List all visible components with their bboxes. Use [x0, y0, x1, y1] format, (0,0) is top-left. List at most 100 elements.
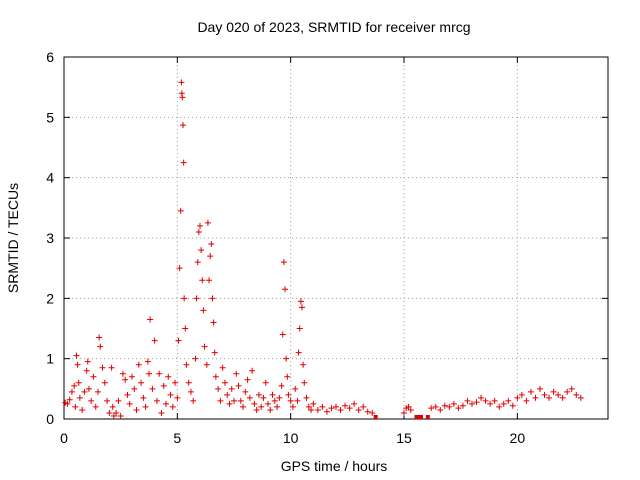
data-point: [181, 295, 188, 302]
data-point: [199, 277, 206, 284]
data-point: [541, 391, 548, 398]
data-point: [183, 361, 190, 368]
data-point: [178, 79, 185, 86]
data-point: [351, 400, 358, 407]
data-point: [233, 370, 240, 377]
data-point: [140, 394, 147, 401]
data-point: [167, 391, 174, 398]
data-point: [169, 403, 176, 410]
data-point: [509, 402, 516, 409]
y-tick-label: 6: [46, 49, 54, 65]
data-point: [235, 382, 242, 389]
x-tick-label: 20: [510, 430, 526, 446]
data-point: [200, 307, 207, 314]
data-point: [279, 331, 286, 338]
data-point: [147, 316, 154, 323]
y-tick-label: 4: [46, 170, 54, 186]
data-point: [407, 406, 414, 413]
data-point: [271, 397, 278, 404]
data-point: [119, 370, 126, 377]
data-point: [455, 405, 462, 412]
data-point: [280, 259, 287, 266]
data-point: [151, 337, 158, 344]
data-point: [182, 325, 189, 332]
x-tick-label: 0: [60, 430, 68, 446]
data-point-square: [373, 415, 378, 419]
data-point-square: [425, 415, 430, 419]
data-point: [296, 325, 303, 332]
data-point: [292, 385, 299, 392]
data-point: [267, 406, 274, 413]
data-point: [204, 219, 211, 226]
data-point: [206, 277, 213, 284]
data-point: [76, 394, 83, 401]
data-point: [219, 364, 226, 371]
data-point: [405, 403, 412, 410]
data-point: [198, 247, 205, 254]
data-points: [62, 79, 584, 419]
data-point: [195, 228, 202, 235]
data-point: [469, 400, 475, 407]
x-tick-label: 15: [396, 430, 412, 446]
data-point: [255, 391, 262, 398]
data-point: [209, 295, 216, 302]
data-point: [106, 409, 113, 416]
data-point: [158, 409, 165, 416]
data-point: [464, 397, 471, 404]
data-point: [79, 406, 86, 413]
data-point: [478, 394, 485, 401]
data-point: [253, 406, 260, 413]
data-point: [231, 397, 237, 404]
data-point: [176, 265, 183, 272]
data-point: [192, 355, 199, 362]
data-point: [97, 343, 104, 350]
data-point: [117, 412, 124, 419]
data-point: [207, 253, 214, 260]
data-point: [251, 400, 258, 407]
data-point: [314, 406, 321, 413]
data-point: [90, 373, 97, 380]
data-point: [221, 379, 228, 386]
x-tick-label: 10: [283, 430, 299, 446]
axis-ticks: 0 5 10 15 20 0 1 2 3 4 5 6: [46, 49, 608, 446]
data-point: [142, 403, 149, 410]
data-point: [211, 349, 218, 356]
data-point: [215, 385, 222, 392]
data-point: [72, 403, 79, 410]
data-point: [319, 403, 326, 410]
data-point: [555, 391, 562, 398]
data-point: [274, 403, 281, 410]
data-point: [179, 94, 186, 101]
data-point: [85, 385, 92, 392]
data-point: [99, 364, 106, 371]
data-point: [74, 361, 81, 368]
data-point: [282, 286, 288, 293]
data-point: [441, 402, 448, 409]
data-point: [138, 379, 145, 386]
data-point: [258, 403, 265, 410]
data-point: [66, 396, 73, 403]
data-point: [305, 403, 312, 410]
data-point: [564, 388, 571, 395]
data-point: [546, 394, 553, 401]
data-point: [83, 367, 90, 374]
data-point: [110, 412, 117, 419]
data-point: [144, 358, 151, 365]
data-point: [96, 334, 103, 341]
data-point: [518, 391, 525, 398]
data-point-square: [416, 415, 421, 419]
data-point: [226, 400, 233, 407]
data-point: [276, 394, 283, 401]
data-point: [190, 397, 197, 404]
data-point: [81, 388, 88, 395]
y-axis-label: SRMTID / TECUs: [5, 183, 21, 293]
data-point-square: [419, 415, 423, 419]
data-point: [369, 409, 376, 416]
data-point: [240, 403, 247, 410]
data-point: [333, 403, 339, 410]
data-point: [156, 370, 163, 377]
data-point: [473, 399, 480, 406]
data-point: [64, 400, 71, 407]
data-point: [180, 122, 186, 129]
data-point: [88, 397, 95, 404]
